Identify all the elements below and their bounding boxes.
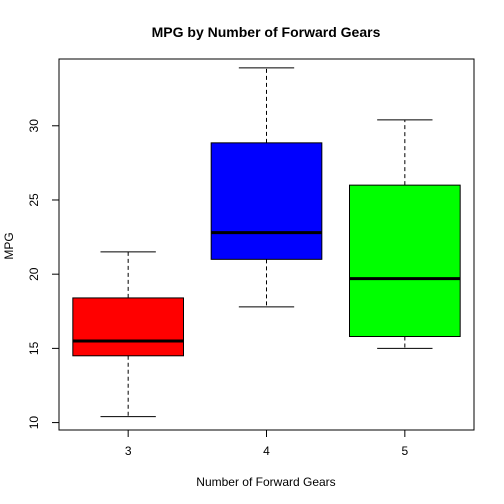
plot-area: 3 4 5 10 15 20 25 30 — [27, 59, 474, 458]
box-gear-3 — [73, 298, 184, 356]
y-tick-label-25: 25 — [27, 193, 41, 207]
y-tick-label-10: 10 — [27, 416, 41, 430]
y-tick-label-20: 20 — [27, 267, 41, 281]
x-axis-label: Number of Forward Gears — [196, 475, 335, 489]
x-tick-label-5: 5 — [401, 444, 408, 458]
box-gear-4 — [211, 143, 322, 259]
chart-title: MPG by Number of Forward Gears — [152, 24, 381, 40]
x-tick-label-4: 4 — [263, 444, 270, 458]
y-tick-label-15: 15 — [27, 341, 41, 355]
box-gear-5 — [350, 185, 461, 336]
y-tick-label-30: 30 — [27, 119, 41, 133]
y-axis-label: MPG — [2, 232, 16, 259]
x-tick-label-3: 3 — [125, 444, 132, 458]
